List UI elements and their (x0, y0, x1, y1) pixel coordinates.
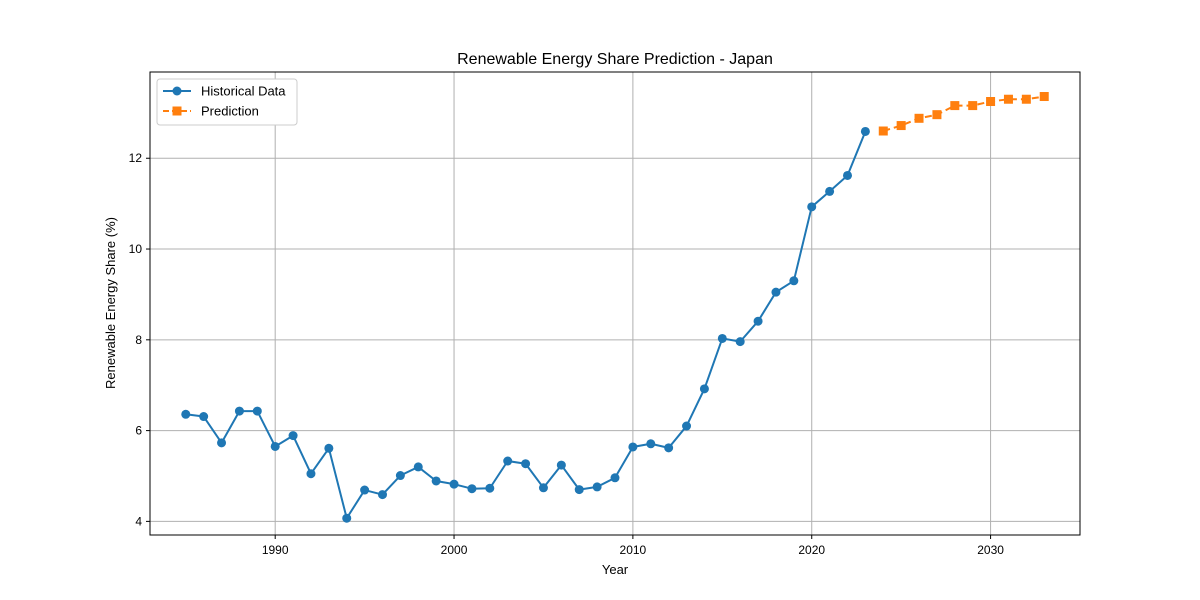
historical-point (521, 459, 531, 469)
historical-point (735, 337, 745, 347)
prediction-point (1039, 92, 1049, 102)
x-tick-label: 2010 (620, 543, 647, 557)
historical-point (592, 482, 602, 492)
x-tick-label: 2030 (977, 543, 1004, 557)
legend-historical-label: Historical Data (201, 84, 286, 99)
historical-point (843, 170, 852, 180)
historical-point (449, 479, 459, 489)
prediction-point (1003, 94, 1013, 104)
grid (150, 72, 1080, 535)
prediction-point (968, 101, 978, 111)
historical-point (395, 471, 405, 481)
legend: Historical Data Prediction (156, 78, 298, 126)
historical-point (717, 333, 727, 343)
historical-point (556, 460, 566, 470)
historical-point (181, 409, 191, 419)
historical-point (807, 202, 817, 212)
historical-point (628, 442, 638, 452)
y-tick-label: 10 (129, 242, 143, 256)
prediction-line (882, 95, 1045, 132)
historical-point (306, 469, 316, 479)
historical-point (378, 490, 387, 500)
historical-point (646, 439, 656, 449)
historical-point (610, 473, 620, 483)
historical-point (664, 443, 674, 453)
legend-historical-marker (172, 86, 182, 96)
x-axis-label: Year (602, 562, 629, 577)
y-axis-label: Renewable Energy Share (%) (103, 217, 118, 389)
historical-point (682, 421, 692, 431)
prediction-point (878, 126, 888, 136)
historical-point (485, 483, 495, 493)
y-tick-label: 8 (135, 333, 142, 347)
series (181, 92, 1049, 523)
historical-point (342, 513, 352, 523)
x-tick-label: 2020 (798, 543, 825, 557)
prediction-point (914, 113, 924, 123)
historical-point (771, 287, 781, 297)
historical-point (217, 438, 227, 448)
historical-point (431, 476, 441, 486)
historical-point (360, 485, 370, 495)
y-tick-label: 6 (135, 424, 142, 438)
historical-point (288, 431, 298, 441)
chart-title: Renewable Energy Share Prediction - Japa… (457, 51, 773, 68)
historical-point (252, 406, 262, 416)
prediction-point (950, 101, 960, 111)
y-tick-label: 12 (129, 151, 143, 165)
y-tick-label: 4 (135, 514, 142, 528)
legend-prediction-marker (172, 106, 182, 116)
historical-point (199, 412, 209, 422)
prediction-point (932, 110, 942, 120)
legend-box (156, 78, 298, 126)
prediction-point (1021, 94, 1031, 104)
historical-point (270, 441, 280, 451)
legend-prediction-label: Prediction (201, 104, 259, 119)
x-tick-label: 2000 (441, 543, 468, 557)
series-1 (878, 92, 1049, 136)
historical-point (789, 276, 799, 286)
prediction-point (896, 121, 906, 131)
historical-point (574, 485, 584, 495)
axis-ticks: 1990 2000 2010 2020 2030 4 6 8 10 12 (129, 151, 1005, 557)
historical-point (324, 443, 334, 453)
historical-point (413, 462, 423, 472)
prediction-point (986, 97, 996, 107)
historical-point (825, 186, 835, 196)
x-tick-label: 1990 (262, 543, 289, 557)
historical-point (234, 406, 244, 416)
historical-point (503, 456, 513, 466)
historical-point (538, 483, 548, 493)
series-0 (181, 126, 870, 523)
historical-point (699, 384, 709, 394)
historical-point (467, 484, 477, 494)
plot-area (149, 71, 1081, 536)
historical-point (860, 126, 870, 136)
historical-point (753, 316, 763, 326)
